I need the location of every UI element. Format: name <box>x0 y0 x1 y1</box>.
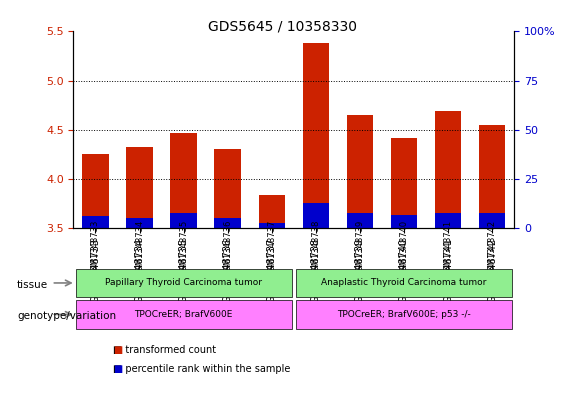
Bar <box>391 138 417 228</box>
Bar <box>127 147 153 228</box>
Text: GSM1348742: GSM1348742 <box>488 220 497 275</box>
Bar <box>259 195 285 228</box>
Bar <box>171 213 197 228</box>
Bar <box>215 149 241 228</box>
Text: GDS5645 / 10358330: GDS5645 / 10358330 <box>208 20 357 34</box>
Bar <box>347 213 373 228</box>
Text: GSM1348741: GSM1348741 <box>444 220 453 275</box>
Text: GSM1348739: GSM1348739 <box>355 219 364 276</box>
Text: ■ transformed count: ■ transformed count <box>113 345 216 355</box>
Text: GSM1348733: GSM1348733 <box>91 219 100 276</box>
FancyBboxPatch shape <box>296 300 512 329</box>
Text: GSM1348735: GSM1348735 <box>179 219 188 276</box>
Bar <box>303 204 329 228</box>
Text: GSM1348740: GSM1348740 <box>399 220 408 275</box>
Bar <box>171 133 197 228</box>
Bar <box>259 223 285 228</box>
Text: ■: ■ <box>113 345 122 355</box>
FancyBboxPatch shape <box>76 269 292 297</box>
Bar <box>435 213 461 228</box>
Bar <box>391 215 417 228</box>
Bar <box>82 216 108 228</box>
FancyBboxPatch shape <box>76 300 292 329</box>
Text: Papillary Thyroid Carcinoma tumor: Papillary Thyroid Carcinoma tumor <box>105 279 262 287</box>
Bar <box>303 43 329 228</box>
Text: GSM1348738: GSM1348738 <box>311 219 320 276</box>
Text: GSM1348736: GSM1348736 <box>223 219 232 276</box>
Text: Anaplastic Thyroid Carcinoma tumor: Anaplastic Thyroid Carcinoma tumor <box>321 279 486 287</box>
Bar <box>82 154 108 228</box>
Bar <box>127 218 153 228</box>
Bar <box>347 115 373 228</box>
Text: genotype/variation: genotype/variation <box>17 311 116 321</box>
FancyBboxPatch shape <box>296 269 512 297</box>
Bar <box>479 213 505 228</box>
Text: GSM1348734: GSM1348734 <box>135 219 144 276</box>
Text: ■ percentile rank within the sample: ■ percentile rank within the sample <box>113 364 290 375</box>
Bar <box>479 125 505 228</box>
Text: TPOCreER; BrafV600E; p53 -/-: TPOCreER; BrafV600E; p53 -/- <box>337 310 471 319</box>
Bar <box>435 111 461 228</box>
Text: TPOCreER; BrafV600E: TPOCreER; BrafV600E <box>134 310 233 319</box>
Text: ■: ■ <box>113 364 122 375</box>
Text: tissue: tissue <box>17 280 48 290</box>
Bar <box>215 218 241 228</box>
Text: GSM1348737: GSM1348737 <box>267 219 276 276</box>
